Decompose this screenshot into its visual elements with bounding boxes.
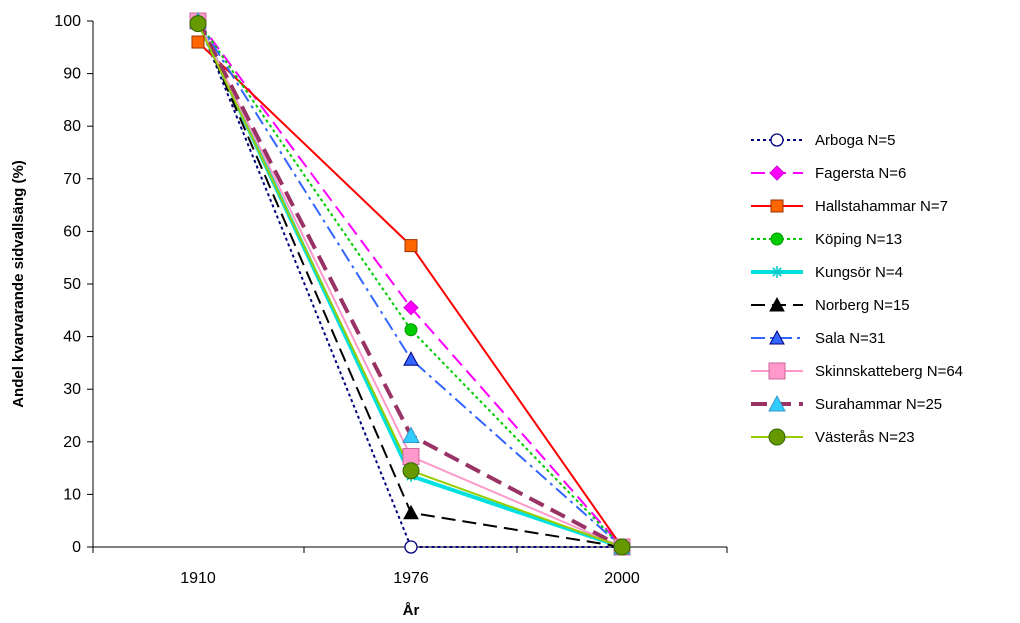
y-tick-label: 40 bbox=[63, 329, 81, 346]
legend-label: Surahammar N=25 bbox=[815, 396, 942, 413]
legend-label: Kungsör N=4 bbox=[815, 264, 903, 281]
legend-item: Norberg N=15 bbox=[751, 296, 910, 314]
data-point bbox=[403, 504, 419, 520]
legend-label: Sala N=31 bbox=[815, 330, 885, 347]
y-tick-label: 0 bbox=[72, 539, 81, 556]
data-point bbox=[404, 540, 418, 554]
legend-item: Fagersta N=6 bbox=[751, 165, 906, 182]
y-tick-label: 10 bbox=[63, 486, 81, 503]
data-point bbox=[402, 462, 420, 480]
data-point bbox=[404, 323, 418, 337]
legend-label: Fagersta N=6 bbox=[815, 165, 906, 182]
legend-label: Arboga N=5 bbox=[815, 132, 895, 149]
legend-marker bbox=[771, 266, 783, 278]
y-tick-label: 30 bbox=[63, 381, 81, 398]
legend-label: Skinnskatteberg N=64 bbox=[815, 363, 963, 380]
x-axis-title: År bbox=[403, 602, 420, 619]
legend-item: Hallstahammar N=7 bbox=[751, 198, 948, 215]
data-point bbox=[402, 426, 420, 443]
y-tick-label: 60 bbox=[63, 223, 81, 240]
legend-item: Kungsör N=4 bbox=[751, 264, 903, 281]
y-tick-label: 90 bbox=[63, 66, 81, 83]
y-tick-label: 80 bbox=[63, 118, 81, 135]
y-tick-label: 20 bbox=[63, 434, 81, 451]
data-point bbox=[403, 351, 419, 366]
series-9-markers bbox=[189, 15, 631, 556]
data-point bbox=[189, 15, 207, 33]
x-tick-label: 1910 bbox=[180, 570, 216, 587]
legend-marker bbox=[770, 232, 784, 246]
y-tick-label: 70 bbox=[63, 171, 81, 188]
legend-marker bbox=[770, 133, 784, 147]
legend-marker bbox=[769, 329, 785, 345]
x-tick-label: 2000 bbox=[604, 570, 640, 587]
legend-marker bbox=[768, 362, 786, 380]
legend-marker bbox=[768, 394, 786, 412]
series-line bbox=[197, 20, 622, 548]
data-point bbox=[402, 448, 420, 466]
x-tick-label: 1976 bbox=[393, 570, 429, 587]
legend-marker bbox=[769, 165, 785, 181]
legend-label: Hallstahammar N=7 bbox=[815, 198, 948, 215]
legend-item: Köping N=13 bbox=[751, 231, 902, 248]
legend: Arboga N=5 Fagersta N=6 Hallstahammar N=7 K… bbox=[751, 132, 963, 446]
axes: 0 10 20 30 40 50 60 70 80 90 100 1910 1976 2000 bbox=[54, 13, 728, 587]
legend-item: Surahammar N=25 bbox=[751, 394, 942, 413]
legend-label: Norberg N=15 bbox=[815, 297, 910, 314]
legend-item: Sala N=31 bbox=[751, 329, 885, 347]
legend-marker bbox=[770, 199, 784, 213]
series-layer bbox=[189, 11, 631, 556]
y-tick-label: 50 bbox=[63, 276, 81, 293]
legend-label: Västerås N=23 bbox=[815, 429, 915, 446]
legend-item: Skinnskatteberg N=64 bbox=[751, 362, 963, 380]
data-point bbox=[403, 299, 419, 316]
series-0-line-group bbox=[197, 20, 622, 548]
legend-item: Västerås N=23 bbox=[751, 428, 915, 446]
legend-marker bbox=[768, 428, 786, 446]
legend-label: Köping N=13 bbox=[815, 231, 902, 248]
data-point bbox=[191, 35, 205, 49]
y-axis-title: Andel kvarvarande sidvallsäng (%) bbox=[10, 160, 27, 408]
y-tick-label: 100 bbox=[54, 13, 81, 30]
data-point bbox=[613, 538, 631, 556]
series-line bbox=[197, 20, 623, 548]
legend-item: Arboga N=5 bbox=[751, 132, 895, 149]
series-3-line-group bbox=[197, 20, 623, 548]
legend-marker bbox=[769, 296, 785, 312]
data-point bbox=[404, 239, 418, 253]
